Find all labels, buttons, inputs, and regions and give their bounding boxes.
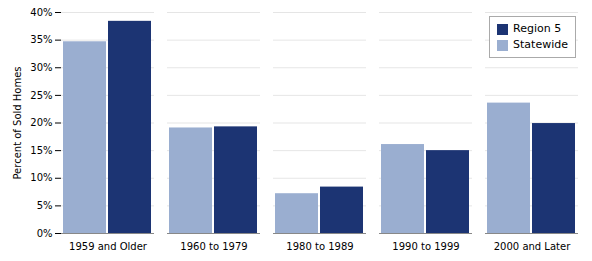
svg-text:2000 and Later: 2000 and Later [494, 241, 571, 252]
svg-text:0%: 0% [37, 228, 53, 239]
svg-text:Percent of Sold Homes: Percent of Sold Homes [12, 66, 23, 179]
svg-text:40%: 40% [30, 7, 52, 18]
html-text:Region 5: Region 5 [513, 22, 562, 35]
svg-text:1960 to 1979: 1960 to 1979 [180, 241, 247, 252]
svg-text:10%: 10% [30, 172, 52, 183]
svg-text:1980 to 1989: 1980 to 1989 [286, 241, 353, 252]
svg-text:5%: 5% [37, 200, 53, 211]
svg-text:30%: 30% [30, 62, 52, 73]
svg-text:15%: 15% [30, 145, 52, 156]
svg-text:20%: 20% [30, 117, 52, 128]
svg-text:25%: 25% [30, 90, 52, 101]
svg-text:1959 and Older: 1959 and Older [69, 241, 148, 252]
html-text:Statewide: Statewide [513, 38, 568, 51]
svg-text:1990 to 1999: 1990 to 1999 [392, 241, 459, 252]
svg-text:35%: 35% [30, 34, 52, 45]
